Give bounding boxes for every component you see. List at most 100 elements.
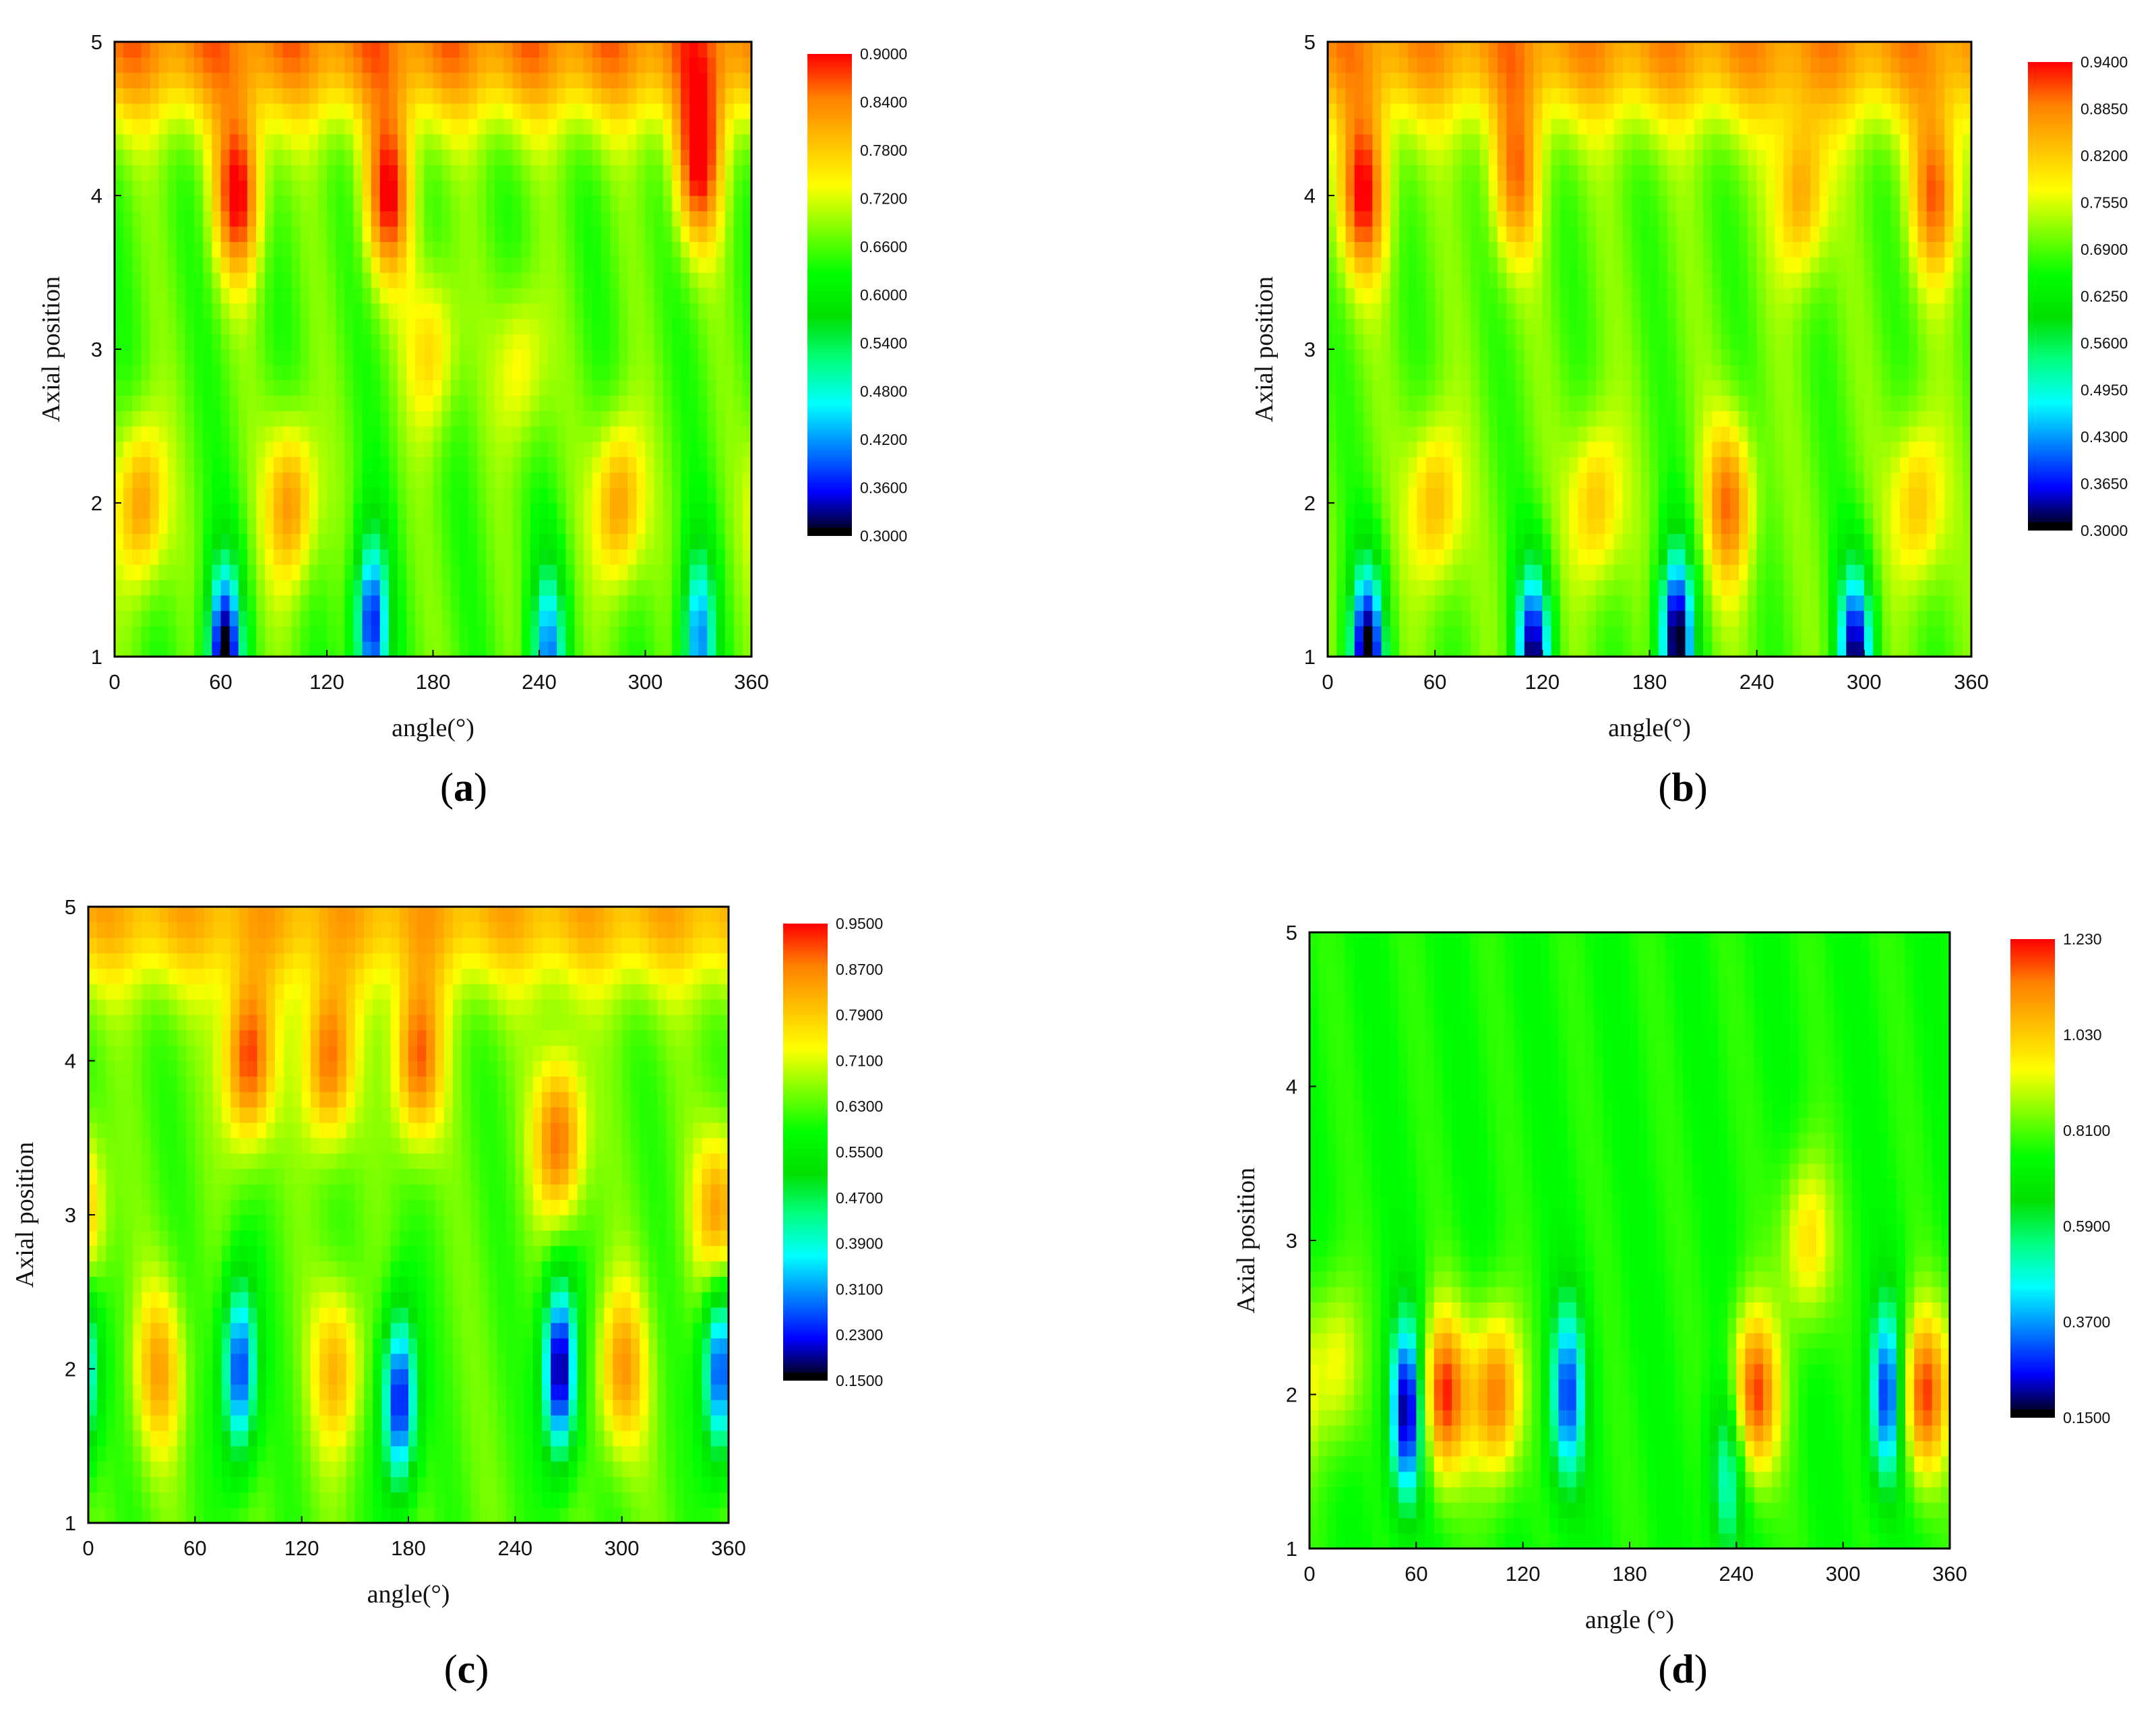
heatmap-cell	[627, 72, 637, 88]
heatmap-cell	[1479, 226, 1489, 242]
heatmap-cell	[220, 318, 230, 334]
heatmap-cell	[450, 364, 460, 381]
heatmap-cell	[300, 364, 310, 381]
heatmap-cell	[530, 149, 540, 165]
heatmap-cell	[716, 257, 726, 273]
heatmap-cell	[689, 456, 699, 473]
heatmap-cell	[1595, 272, 1605, 289]
heatmap-cell	[1748, 72, 1758, 88]
heatmap-cell	[1631, 380, 1641, 396]
heatmap-cell	[379, 595, 390, 611]
heatmap-cell	[1336, 441, 1347, 458]
heatmap-cell	[1533, 88, 1543, 104]
heatmap-cell	[548, 42, 557, 58]
heatmap-cell	[441, 57, 452, 73]
heatmap-cell	[1765, 564, 1775, 580]
heatmap-cell	[1417, 580, 1427, 596]
heatmap-cell	[459, 334, 469, 350]
heatmap-cell	[1676, 241, 1686, 258]
heatmap-cell	[238, 441, 248, 458]
heatmap-cell	[698, 380, 708, 396]
heatmap-cell	[1354, 487, 1364, 504]
heatmap-cell	[336, 210, 345, 227]
heatmap-cell	[1328, 580, 1337, 596]
heatmap-cell	[1712, 257, 1722, 273]
heatmap-cell	[663, 533, 673, 549]
heatmap-cell	[671, 119, 681, 135]
heatmap-cell	[344, 518, 354, 535]
heatmap-cell	[1444, 472, 1454, 488]
heatmap-cell	[203, 533, 212, 549]
heatmap-cell	[1756, 441, 1766, 458]
heatmap-cell	[1775, 149, 1785, 165]
heatmap-cell	[1390, 180, 1400, 196]
heatmap-cell	[336, 549, 345, 565]
heatmap-cell	[468, 441, 478, 458]
heatmap-cell	[1336, 518, 1347, 535]
heatmap-cell	[158, 564, 168, 580]
heatmap-cell	[459, 641, 469, 657]
heatmap-cell	[574, 364, 584, 381]
heatmap-cell	[1676, 364, 1686, 381]
heatmap-cell	[388, 487, 398, 504]
heatmap-cell	[123, 226, 133, 242]
heatmap-cell	[1417, 318, 1427, 334]
heatmap-cell	[1417, 180, 1427, 196]
heatmap-cell	[698, 88, 708, 104]
heatmap-cell	[645, 72, 655, 88]
heatmap-cell	[574, 149, 584, 165]
heatmap-cell	[619, 287, 628, 304]
heatmap-cell	[1729, 395, 1739, 411]
heatmap-cell	[1640, 349, 1651, 365]
heatmap-cell	[238, 349, 248, 365]
heatmap-cell	[309, 595, 319, 611]
heatmap-cell	[203, 580, 212, 596]
heatmap-cell	[1471, 595, 1481, 611]
heatmap-cell	[398, 164, 407, 181]
heatmap-cell	[1694, 626, 1704, 642]
heatmap-cell	[1524, 441, 1534, 458]
heatmap-cell	[353, 149, 363, 165]
heatmap-cell	[1756, 580, 1766, 596]
x-tick-label: 0	[109, 670, 120, 694]
heatmap-cell	[1667, 564, 1677, 580]
heatmap-cell	[477, 72, 487, 88]
heatmap-cell	[317, 318, 328, 334]
heatmap-cell	[1756, 103, 1766, 119]
heatmap-cell	[1425, 503, 1436, 519]
heatmap-cell	[1479, 57, 1489, 73]
heatmap-cell	[1729, 533, 1739, 549]
heatmap-cell	[1622, 641, 1632, 657]
heatmap-cell	[415, 133, 425, 150]
heatmap-cell	[592, 456, 602, 473]
heatmap-cell	[132, 272, 142, 289]
heatmap-cell	[274, 42, 283, 58]
heatmap-cell	[265, 210, 274, 227]
heatmap-cell	[707, 641, 717, 657]
heatmap-cell	[344, 241, 354, 258]
heatmap-cell	[317, 411, 328, 427]
heatmap-cell	[495, 580, 505, 596]
heatmap-cell	[610, 472, 619, 488]
heatmap-cell	[1336, 103, 1347, 119]
heatmap-cell	[512, 133, 522, 150]
heatmap-cell	[1560, 119, 1570, 135]
heatmap-cell	[689, 272, 699, 289]
heatmap-cell	[725, 303, 735, 319]
heatmap-cell	[1685, 180, 1695, 196]
heatmap-cell	[274, 380, 283, 396]
heatmap-cell	[203, 549, 212, 565]
heatmap-cell	[406, 641, 416, 657]
heatmap-cell	[539, 641, 549, 657]
heatmap-cell	[1595, 103, 1605, 119]
heatmap-cell	[742, 180, 752, 196]
heatmap-cell	[141, 472, 151, 488]
heatmap-cell	[495, 626, 505, 642]
heatmap-cell	[1524, 364, 1534, 381]
heatmap-cell	[371, 272, 381, 289]
heatmap-cell	[1354, 456, 1364, 473]
heatmap-cell	[583, 518, 593, 535]
heatmap-cell	[1729, 72, 1739, 88]
heatmap-cell	[132, 88, 142, 104]
heatmap-cell	[1498, 287, 1507, 304]
